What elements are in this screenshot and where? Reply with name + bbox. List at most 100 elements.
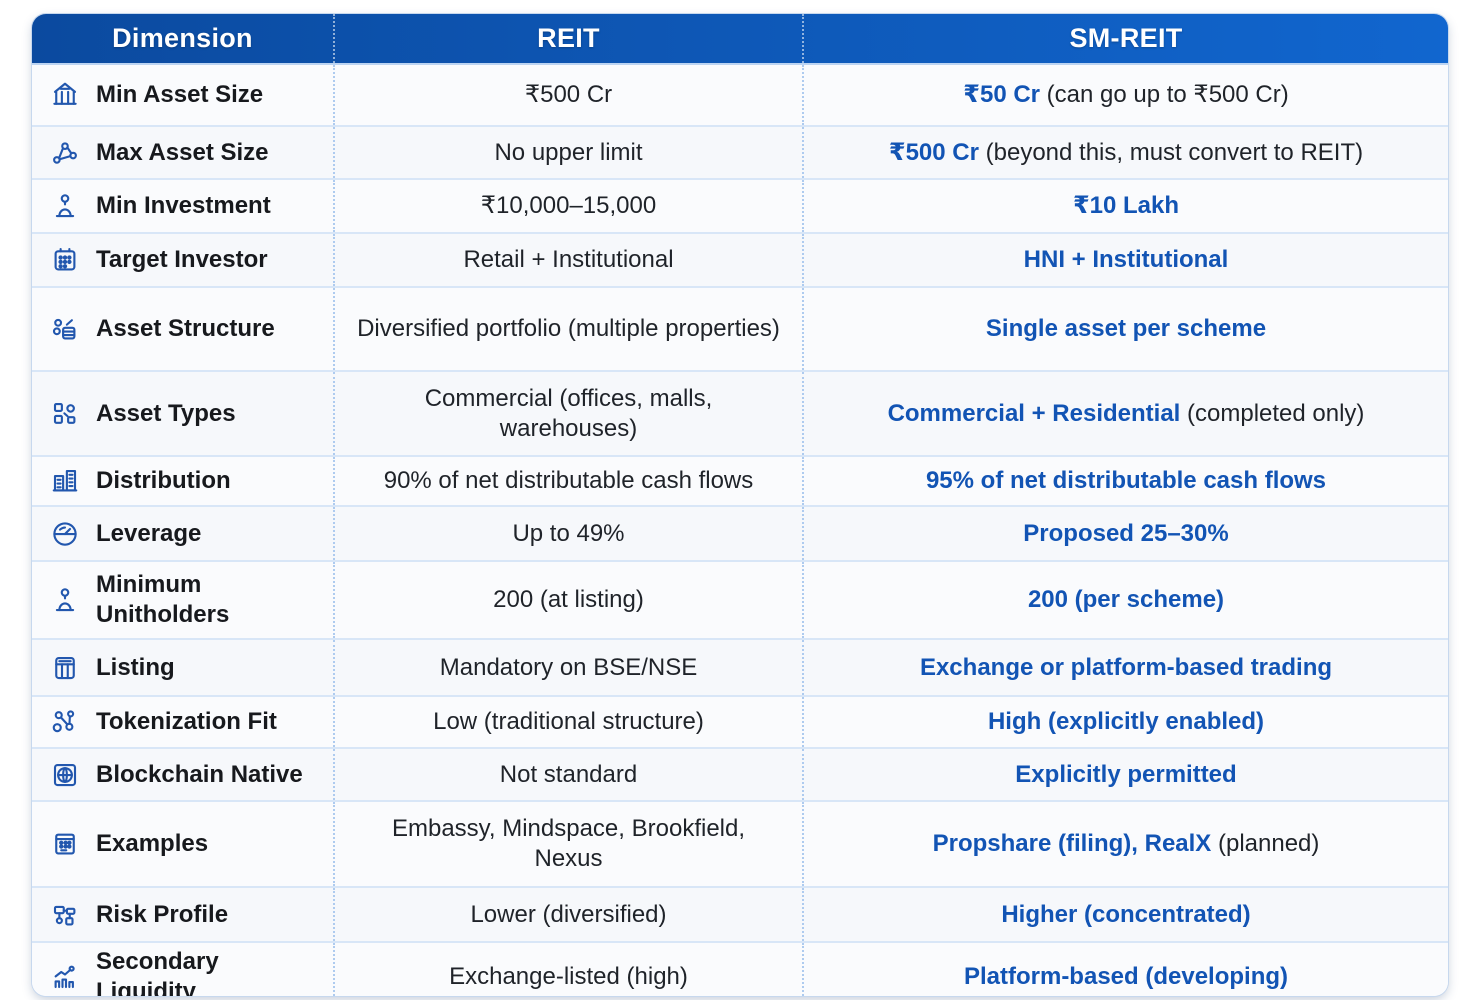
reit-value: Up to 49% (333, 507, 802, 560)
table-row: Leverage Up to 49% Proposed 25–30% (32, 505, 1448, 560)
bank-icon (49, 79, 81, 111)
smreit-value: ₹10 Lakh (802, 180, 1448, 232)
dimension-cell: Secondary Liquidity (32, 943, 333, 996)
dimension-cell: Minimum Unitholders (32, 562, 333, 638)
dimension-label: Leverage (96, 519, 202, 547)
smreit-value: 95% of net distributable cash flows (802, 457, 1448, 505)
smreit-highlight-text: HNI + Institutional (1023, 246, 1229, 273)
table-header: Dimension REIT SM-REIT (32, 14, 1448, 65)
reit-value: ₹500 Cr (333, 65, 802, 125)
dimension-cell: Distribution (32, 457, 333, 505)
smreit-highlight-text: Propshare (filing), RealX (932, 830, 1212, 857)
smreit-highlight-text: Proposed 25–30% (1023, 519, 1229, 547)
smreit-value: Platform-based (developing) (802, 943, 1448, 996)
dimension-label: Tokenization Fit (96, 708, 277, 735)
dimension-label: Target Investor (96, 246, 268, 273)
dimension-cell: Asset Types (32, 372, 333, 455)
risk-network-icon (49, 899, 81, 931)
smreit-value: Exchange or platform-based trading (802, 640, 1448, 695)
dimension-label: Min Asset Size (96, 81, 264, 108)
table-row: Listing Mandatory on BSE/NSE Exchange or p… (32, 638, 1448, 695)
dimension-label: Blockchain Native (96, 760, 303, 788)
gauge-icon (49, 518, 81, 550)
smreit-value: 200 (per scheme) (802, 562, 1448, 638)
reit-value: Diversified portfolio (multiple properti… (333, 288, 802, 370)
table-row: Asset Structure Diversified portfolio (mu… (32, 286, 1448, 370)
dimension-label: Max Asset Size (96, 138, 269, 166)
smreit-highlight-text: 95% of net distributable cash flows (925, 467, 1327, 494)
reit-value: Mandatory on BSE/NSE (333, 640, 802, 695)
building-calendar-icon (49, 828, 81, 860)
table-row: Minimum Unitholders 200 (at listing) 200 (… (32, 560, 1448, 638)
smreit-highlight-text: High (explicitly enabled) (987, 708, 1265, 735)
grid-calculator-icon (49, 652, 81, 684)
dimension-cell: Tokenization Fit (32, 697, 333, 747)
table-row: Examples Embassy, Mindspace, Brookfield, … (32, 800, 1448, 886)
dimension-label: Listing (96, 653, 175, 681)
dimension-cell: Risk Profile (32, 888, 333, 941)
smreit-highlight-text: Exchange or platform-based trading (919, 653, 1333, 681)
reit-value: Not standard (333, 749, 802, 800)
smreit-value: High (explicitly enabled) (802, 697, 1448, 747)
smreit-value: ₹50 Cr (can go up to ₹500 Cr) (802, 65, 1448, 125)
table-row: Asset Types Commercial (offices, malls, w… (32, 370, 1448, 455)
header-dimension: Dimension (112, 23, 253, 53)
globe-square-icon (49, 759, 81, 791)
reit-value: Commercial (offices, malls, warehouses) (333, 372, 802, 455)
smreit-note-text: (completed only) (1180, 399, 1365, 427)
dimension-cell: Leverage (32, 507, 333, 560)
reit-value: Embassy, Mindspace, Brookfield, Nexus (333, 802, 802, 886)
dimension-label: Distribution (96, 467, 231, 494)
table-row: Blockchain Native Not standard Explicitly … (32, 747, 1448, 800)
smreit-value: Propshare (filing), RealX (planned) (802, 802, 1448, 886)
reit-value: Retail + Institutional (333, 234, 802, 286)
person-pin-icon (49, 584, 81, 616)
smreit-highlight-text: ₹10 Lakh (1072, 192, 1180, 219)
table-row: Tokenization Fit Low (traditional structu… (32, 695, 1448, 747)
dimension-label: Min Investment (96, 192, 271, 219)
header-reit: REIT (333, 14, 802, 63)
smreit-note-text: (can go up to ₹500 Cr) (1040, 81, 1289, 108)
reit-value: 200 (at listing) (333, 562, 802, 638)
coins-stack-icon (49, 313, 81, 345)
table-body: Min Asset Size ₹500 Cr ₹50 Cr (can go up t… (32, 65, 1448, 996)
reit-comparison-table: Dimension REIT SM-REIT Min Asset Size ₹50… (32, 14, 1448, 996)
smreit-highlight-text: Single asset per scheme (985, 315, 1267, 342)
smreit-highlight-text: ₹50 Cr (963, 81, 1040, 108)
buildings-icon (49, 465, 81, 497)
dimension-label: Minimum Unitholders (96, 571, 230, 628)
chart-growth-icon (49, 961, 81, 993)
smreit-value: Single asset per scheme (802, 288, 1448, 370)
table-row: Target Investor Retail + Institutional HNI… (32, 232, 1448, 286)
reit-value: No upper limit (333, 127, 802, 178)
reit-value: 90% of net distributable cash flows (333, 457, 802, 505)
header-smreit: SM-REIT (802, 14, 1448, 63)
token-circles-icon (49, 706, 81, 738)
reit-value: Low (traditional structure) (333, 697, 802, 747)
smreit-note-text: (beyond this, must convert to REIT) (978, 138, 1364, 166)
calendar-grid-icon (49, 244, 81, 276)
dimension-cell: Asset Structure (32, 288, 333, 370)
smreit-highlight-text: ₹500 Cr (888, 138, 979, 166)
table-row: Min Investment ₹10,000–15,000 ₹10 Lakh (32, 178, 1448, 232)
dimension-label: Secondary Liquidity (96, 948, 219, 996)
smreit-highlight-text: 200 (per scheme) (1027, 586, 1225, 613)
smreit-value: ₹500 Cr (beyond this, must convert to RE… (802, 127, 1448, 178)
smreit-value: HNI + Institutional (802, 234, 1448, 286)
dimension-cell: Min Investment (32, 180, 333, 232)
network-nodes-icon (49, 137, 81, 169)
smreit-highlight-text: Platform-based (developing) (963, 963, 1289, 990)
table-row: Min Asset Size ₹500 Cr ₹50 Cr (can go up t… (32, 65, 1448, 125)
smreit-highlight-text: Commercial + Residential (887, 399, 1181, 427)
dimension-cell: Target Investor (32, 234, 333, 286)
smreit-value: Proposed 25–30% (802, 507, 1448, 560)
smreit-note-text: (planned) (1211, 830, 1320, 857)
dimension-cell: Min Asset Size (32, 65, 333, 125)
reit-value: ₹10,000–15,000 (333, 180, 802, 232)
dimension-label: Risk Profile (96, 900, 229, 928)
person-pin-icon (49, 190, 81, 222)
smreit-highlight-text: Higher (concentrated) (1001, 900, 1251, 928)
dimension-cell: Listing (32, 640, 333, 695)
smreit-value: Commercial + Residential (completed only… (802, 372, 1448, 455)
